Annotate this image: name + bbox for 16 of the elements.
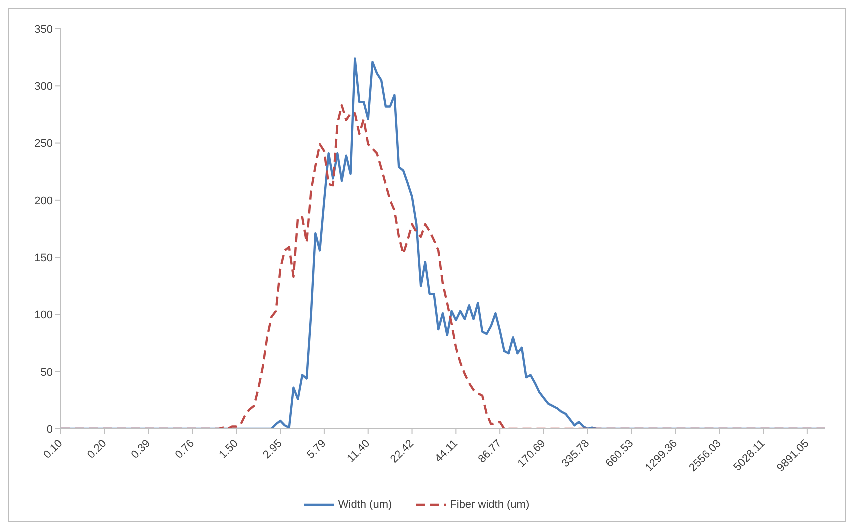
x-tick-label: 1.50 xyxy=(217,438,241,462)
legend-label: Width (um) xyxy=(338,499,392,511)
y-tick-label: 150 xyxy=(34,252,53,264)
y-tick-label: 200 xyxy=(34,195,53,208)
y-tick-label: 0 xyxy=(46,424,53,436)
y-tick-label: 350 xyxy=(34,24,53,36)
x-tick-label: 5.79 xyxy=(305,438,329,462)
y-tick-label: 250 xyxy=(34,138,53,150)
x-tick-label: 0.10 xyxy=(42,438,66,462)
y-tick-label: 300 xyxy=(34,81,53,94)
x-tick-label: 0.76 xyxy=(173,438,197,462)
y-tick-label: 50 xyxy=(40,366,53,379)
y-tick-label: 100 xyxy=(34,310,53,322)
x-tick-label: 0.39 xyxy=(129,438,154,462)
legend-label: Fiber width (um) xyxy=(450,499,530,511)
x-tick-label: 0.20 xyxy=(86,438,110,462)
